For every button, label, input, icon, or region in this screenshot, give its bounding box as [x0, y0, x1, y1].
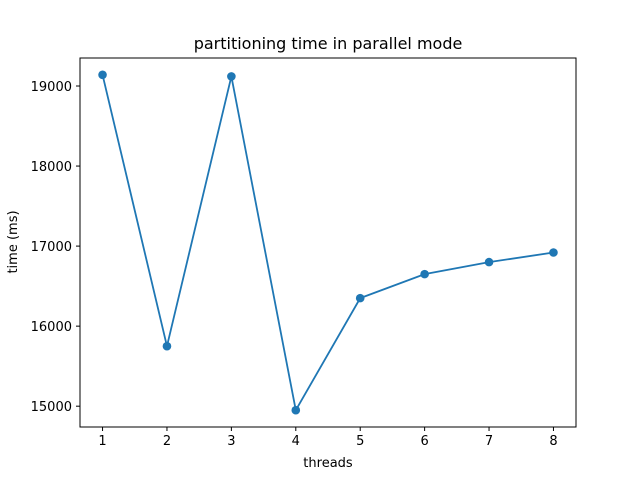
data-point: [549, 248, 558, 257]
x-tick-label: 1: [98, 434, 106, 449]
x-tick-label: 7: [485, 434, 493, 449]
x-tick-label: 3: [227, 434, 235, 449]
series-layer: [98, 70, 558, 415]
y-tick-label: 16000: [31, 320, 72, 335]
y-tick-label: 15000: [31, 400, 72, 415]
y-axis-title: time (ms): [6, 210, 21, 273]
x-tick-label: 5: [356, 434, 364, 449]
x-tick-label: 6: [420, 434, 428, 449]
x-tick-label: 4: [292, 434, 300, 449]
data-point: [98, 70, 107, 80]
data-point: [162, 341, 172, 351]
data-point: [227, 72, 236, 81]
x-tick-label: 8: [549, 434, 557, 449]
chart-title: partitioning time in parallel mode: [194, 34, 463, 53]
x-tick-label: 2: [163, 434, 171, 449]
x-axis: 1 2 3 4 5 6 7 8: [98, 427, 558, 449]
plot-area-frame: [79, 57, 577, 428]
series-line: [101, 74, 554, 413]
y-axis: 15000 16000 17000 18000 19000: [31, 80, 80, 415]
data-point: [420, 269, 429, 279]
data-point: [355, 293, 365, 303]
y-tick-label: 18000: [31, 160, 72, 175]
data-point: [291, 405, 301, 415]
y-tick-label: 17000: [31, 240, 72, 255]
y-tick-label: 19000: [31, 80, 72, 95]
x-axis-title: threads: [303, 456, 353, 471]
data-point: [484, 257, 494, 267]
